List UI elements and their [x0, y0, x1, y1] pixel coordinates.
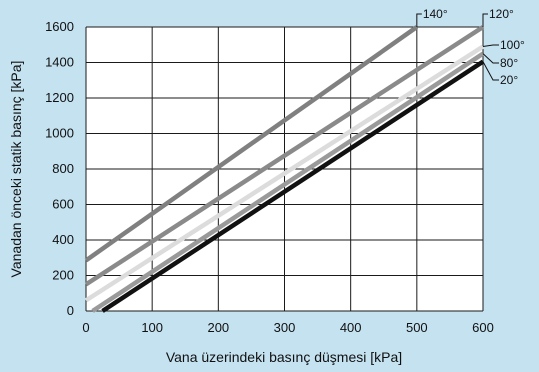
x-axis-title: Vana üzerindeki basınç düşmesi [kPa]: [166, 349, 402, 365]
series-label: 80°: [500, 56, 518, 70]
y-tick-labels: 0 200 400 600 800 1000 1200 1400 1600: [45, 19, 74, 318]
y-tick-label: 800: [52, 161, 74, 176]
y-tick-label: 600: [52, 197, 74, 212]
y-tick-label: 1400: [45, 55, 74, 70]
label-leader-line: [482, 13, 488, 27]
y-tick-label: 1000: [45, 126, 74, 141]
series-label: 20°: [500, 73, 518, 87]
x-tick-label: 600: [472, 320, 494, 335]
grid: [85, 26, 484, 312]
series-line: [84, 44, 485, 303]
x-tick-label: 100: [141, 320, 163, 335]
y-tick-label: 400: [52, 232, 74, 247]
label-leader-line: [416, 13, 422, 27]
x-tick-label: 0: [82, 320, 89, 335]
x-tick-label: 400: [340, 320, 362, 335]
x-tick-label: 300: [274, 320, 296, 335]
y-tick-label: 0: [67, 303, 74, 318]
series-lines: [84, 25, 485, 313]
label-leader-line: [482, 44, 499, 48]
series-line: [101, 59, 485, 313]
y-axis-title: Vanadan önceki statik basınç [kPa]: [8, 61, 24, 278]
y-tick-label: 1200: [45, 90, 74, 105]
x-tick-labels: 0 100 200 300 400 500 600: [82, 320, 493, 335]
x-tick-label: 500: [406, 320, 428, 335]
x-tick-label: 200: [207, 320, 229, 335]
y-tick-label: 200: [52, 268, 74, 283]
series-label: 140°: [423, 7, 448, 21]
label-leader-line: [482, 53, 499, 64]
series-label: 100°: [500, 38, 525, 52]
series-line: [84, 25, 419, 263]
label-leader-line: [482, 61, 499, 81]
series-labels: 140° 120° 100° 80° 20°: [416, 7, 525, 87]
y-tick-label: 1600: [45, 19, 74, 34]
series-label: 120°: [489, 7, 514, 21]
series-line: [91, 51, 485, 313]
series-line: [84, 25, 485, 287]
